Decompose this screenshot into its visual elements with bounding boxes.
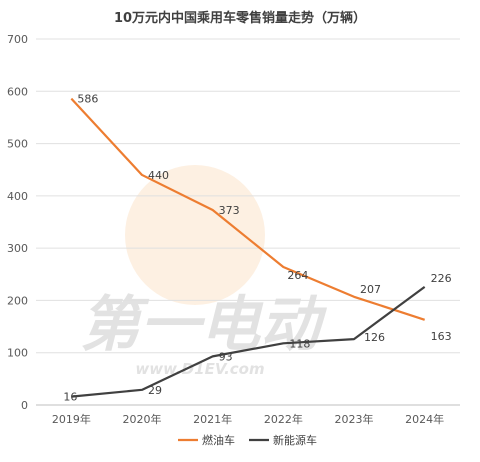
data-label: 16 — [63, 391, 77, 404]
x-axis: 2019年 2020年 2021年 2022年 2023年 2024年 — [52, 412, 444, 426]
data-label: 226 — [431, 272, 452, 285]
gridlines — [36, 38, 460, 406]
data-label: 93 — [219, 350, 233, 363]
data-label: 373 — [219, 204, 240, 217]
y-tick-label: 100 — [7, 347, 28, 360]
watermark: 第一电动 www.D1EV.com — [80, 165, 328, 378]
y-tick-label: 300 — [7, 242, 28, 255]
legend: 燃油车 新能源车 — [178, 433, 317, 447]
data-label: 440 — [148, 169, 169, 182]
y-tick-label: 200 — [7, 294, 28, 307]
series-line — [71, 285, 426, 398]
data-label: 163 — [431, 330, 452, 343]
series-line — [70, 97, 426, 321]
y-axis: 0 100 200 300 400 500 600 700 — [7, 33, 28, 412]
x-tick-label: 2023年 — [335, 412, 374, 426]
watermark-url: www.D1EV.com — [135, 360, 264, 378]
data-label: 118 — [289, 337, 310, 350]
y-tick-label: 0 — [21, 399, 28, 412]
x-tick-label: 2019年 — [52, 412, 91, 426]
y-tick-label: 600 — [7, 85, 28, 98]
watermark-brand: 第一电动 — [80, 290, 328, 360]
x-tick-label: 2024年 — [405, 412, 444, 426]
series-group: 586 440 373 264 207 163 16 29 93 118 126 226 — [63, 93, 451, 404]
data-label: 264 — [287, 269, 308, 282]
legend-entry: 新能源车 — [273, 433, 317, 447]
x-tick-label: 2020年 — [123, 412, 162, 426]
y-tick-label: 700 — [7, 33, 28, 46]
data-label: 29 — [148, 384, 162, 397]
data-label: 207 — [360, 283, 381, 296]
legend-entry: 燃油车 — [202, 433, 235, 447]
y-tick-label: 400 — [7, 190, 28, 203]
x-tick-label: 2021年 — [193, 412, 232, 426]
x-tick-label: 2022年 — [264, 412, 303, 426]
chart-title: 10万元内中国乘用车零售销量走势（万辆） — [114, 10, 366, 26]
data-label: 126 — [364, 331, 385, 344]
data-label: 586 — [77, 93, 98, 106]
y-tick-label: 500 — [7, 138, 28, 151]
